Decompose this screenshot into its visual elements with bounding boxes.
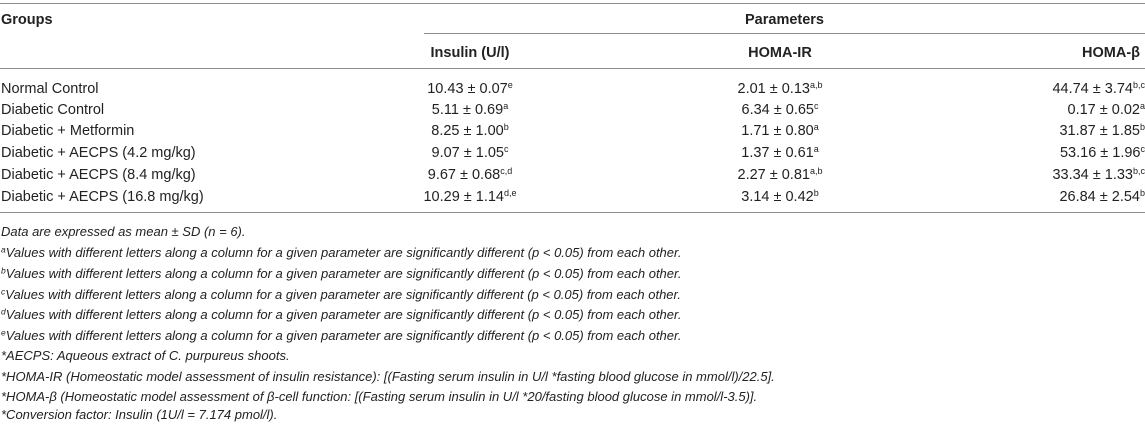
homa-ir-cell: 1.71 ± 0.80a (741, 122, 819, 139)
group-cell: Diabetic + AECPS (4.2 mg/kg) (1, 145, 196, 161)
footnote-letter-b: bValues with different letters along a c… (1, 265, 682, 281)
group-cell: Diabetic + AECPS (16.8 mg/kg) (1, 189, 204, 205)
data-footnote: Data are expressed as mean ± SD (n = 6). (1, 224, 246, 239)
homa-ir-cell: 6.34 ± 0.65c (741, 101, 819, 118)
column-header-insulin: Insulin (U/l) (430, 45, 510, 61)
homa-ir-cell: 2.27 ± 0.81a,b (737, 166, 823, 183)
homa-ir-cell: 3.14 ± 0.42b (741, 188, 819, 205)
footnote-letter-a: aValues with different letters along a c… (1, 244, 682, 260)
insulin-cell: 5.11 ± 0.69a (431, 101, 509, 118)
column-header-homa-beta: HOMA-β (1082, 45, 1140, 61)
homa-beta-cell: 44.74 ± 3.74b,c (1052, 80, 1145, 97)
homa-ir-cell: 1.37 ± 0.61a (741, 144, 819, 161)
table-row: Diabetic + AECPS (8.4 mg/kg) 9.67 ± 0.68… (0, 167, 1145, 187)
insulin-cell: 10.43 ± 0.07e (427, 80, 513, 97)
parameters-underline (424, 33, 1145, 34)
homa-beta-cell: 53.16 ± 1.96c (1059, 144, 1145, 161)
insulin-cell: 9.67 ± 0.68c,d (427, 166, 513, 183)
footnote-homa-beta: *HOMA-β (Homeostatic model assessment of… (1, 389, 758, 404)
groups-header: Groups (1, 12, 53, 28)
insulin-cell: 8.25 ± 1.00b (431, 122, 509, 139)
table-top-rule (0, 3, 1145, 4)
footnote-homa-ir: *HOMA-IR (Homeostatic model assessment o… (1, 369, 775, 384)
table-bottom-rule (0, 212, 1145, 213)
homa-beta-cell: 0.17 ± 0.02a (1067, 101, 1145, 118)
group-cell: Normal Control (1, 81, 99, 97)
footnote-letter-c: cValues with different letters along a c… (1, 286, 681, 302)
column-header-homa-ir: HOMA-IR (748, 45, 812, 61)
table-row: Diabetic + AECPS (4.2 mg/kg) 9.07 ± 1.05… (0, 145, 1145, 165)
table-row: Diabetic + Metformin 8.25 ± 1.00b 1.71 ±… (0, 123, 1145, 143)
footnote-letter-d: dValues with different letters along a c… (1, 306, 682, 322)
insulin-cell: 9.07 ± 1.05c (431, 144, 509, 161)
homa-beta-cell: 33.34 ± 1.33b,c (1052, 166, 1145, 183)
parameters-header: Parameters (745, 12, 824, 28)
group-cell: Diabetic Control (1, 102, 105, 118)
table-row: Diabetic + AECPS (16.8 mg/kg) 10.29 ± 1.… (0, 189, 1145, 209)
footnote-aecps: *AECPS: Aqueous extract of C. purpureus … (1, 348, 290, 363)
insulin-cell: 10.29 ± 1.14d,e (423, 188, 517, 205)
table-row: Diabetic Control 5.11 ± 0.69a 6.34 ± 0.6… (0, 102, 1145, 122)
group-cell: Diabetic + Metformin (1, 123, 135, 139)
group-cell: Diabetic + AECPS (8.4 mg/kg) (1, 167, 196, 183)
homa-ir-cell: 2.01 ± 0.13a,b (737, 80, 823, 97)
homa-beta-cell: 26.84 ± 2.54b (1059, 188, 1145, 205)
footnote-letter-e: eValues with different letters along a c… (1, 327, 682, 343)
table-row: Normal Control 10.43 ± 0.07e 2.01 ± 0.13… (0, 81, 1145, 101)
header-bottom-rule (0, 68, 1145, 69)
homa-beta-cell: 31.87 ± 1.85b (1059, 122, 1145, 139)
footnote-conversion: *Conversion factor: Insulin (1U/l = 7.17… (1, 407, 278, 422)
